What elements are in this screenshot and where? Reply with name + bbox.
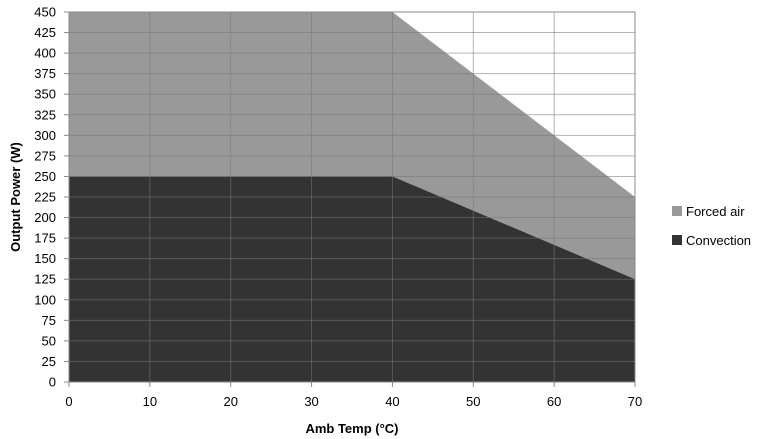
x-tick-label: 0 <box>65 394 72 409</box>
x-axis-title: Amb Temp (°C) <box>305 421 398 436</box>
y-tick-label: 0 <box>49 375 56 390</box>
y-tick-label: 350 <box>34 87 56 102</box>
y-tick-label: 375 <box>34 66 56 81</box>
y-axis-title: Output Power (W) <box>8 142 23 252</box>
y-tick-label: 25 <box>42 354 56 369</box>
x-axis-ticks: 0 10 20 30 40 50 60 70 <box>65 382 642 409</box>
x-tick-label: 50 <box>466 394 480 409</box>
legend-label-convection: Convection <box>686 233 751 248</box>
y-tick-label: 425 <box>34 25 56 40</box>
x-tick-label: 30 <box>304 394 318 409</box>
x-tick-label: 60 <box>547 394 561 409</box>
y-tick-label: 275 <box>34 148 56 163</box>
y-tick-label: 200 <box>34 210 56 225</box>
y-tick-label: 75 <box>42 313 56 328</box>
legend: Forced air Convection <box>672 204 751 248</box>
y-tick-label: 450 <box>34 5 56 20</box>
legend-swatch-forced-air <box>672 206 682 216</box>
y-tick-label: 400 <box>34 46 56 61</box>
x-tick-label: 70 <box>628 394 642 409</box>
y-tick-label: 225 <box>34 190 56 205</box>
y-tick-label: 250 <box>34 169 56 184</box>
legend-swatch-convection <box>672 235 682 245</box>
x-tick-label: 20 <box>223 394 237 409</box>
y-tick-label: 125 <box>34 272 56 287</box>
y-tick-label: 50 <box>42 333 56 348</box>
y-tick-label: 175 <box>34 231 56 246</box>
x-tick-label: 40 <box>385 394 399 409</box>
y-tick-label: 325 <box>34 107 56 122</box>
y-tick-label: 150 <box>34 251 56 266</box>
x-tick-label: 10 <box>143 394 157 409</box>
y-tick-label: 100 <box>34 292 56 307</box>
y-tick-label: 300 <box>34 128 56 143</box>
y-axis-ticks: 0 25 50 75 100 125 150 175 200 225 250 275 300 325 350… <box>34 5 69 390</box>
legend-label-forced-air: Forced air <box>686 204 745 219</box>
